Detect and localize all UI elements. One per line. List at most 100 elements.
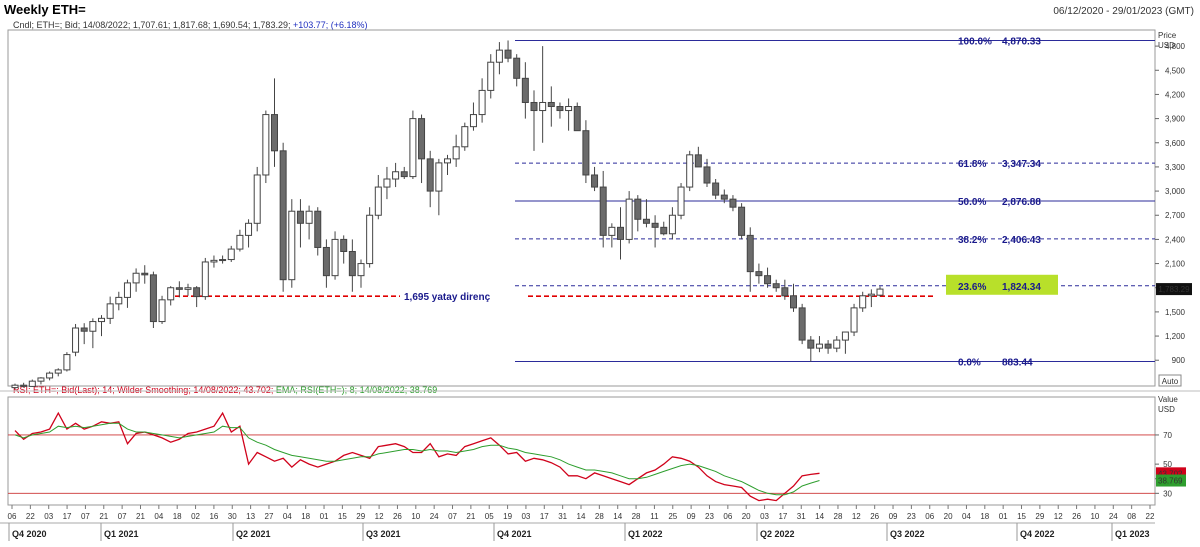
x-week-label: 23 xyxy=(907,512,916,521)
candle-up xyxy=(625,198,633,240)
candle xyxy=(89,318,97,349)
candle-down xyxy=(149,274,157,323)
price-tick-label: 2,400 xyxy=(1165,235,1186,244)
candle xyxy=(37,377,45,385)
candle-up xyxy=(184,287,192,290)
candle-up xyxy=(210,259,218,263)
x-week-label: 06 xyxy=(723,512,732,521)
candle xyxy=(141,265,149,284)
candle-down xyxy=(279,150,287,281)
x-week-label: 02 xyxy=(191,512,200,521)
rsi-axis-title: Value xyxy=(1158,395,1178,404)
candle-up xyxy=(63,354,71,371)
candle-up xyxy=(158,299,166,323)
candle-down xyxy=(314,210,322,248)
candle-down xyxy=(729,198,737,208)
candle xyxy=(565,98,573,131)
candle-up xyxy=(677,186,685,216)
x-week-label: 20 xyxy=(742,512,751,521)
candle-down xyxy=(642,218,650,224)
x-week-label: 06 xyxy=(8,512,17,521)
ema-legend-text: EMA; RSI(ETH=); 8; 14/08/2022; 38.769 xyxy=(275,385,438,395)
x-week-label: 03 xyxy=(521,512,530,521)
candle xyxy=(651,215,659,248)
x-week-label: 20 xyxy=(944,512,953,521)
candle xyxy=(106,296,114,324)
x-week-label: 14 xyxy=(613,512,622,521)
x-week-label: 16 xyxy=(209,512,218,521)
price-tick-label: 3,900 xyxy=(1165,115,1186,124)
x-week-label: 14 xyxy=(815,512,824,521)
candle xyxy=(790,283,797,312)
fib-value-2: 2,876.88 xyxy=(1002,197,1041,208)
candle-down xyxy=(824,343,832,349)
candle xyxy=(807,336,815,362)
x-week-label: 06 xyxy=(925,512,934,521)
candle xyxy=(772,279,780,292)
candle-up xyxy=(686,154,694,188)
candle xyxy=(591,166,599,192)
x-week-label: 09 xyxy=(687,512,696,521)
candle xyxy=(694,146,702,168)
candle xyxy=(521,62,529,119)
x-week-label: 04 xyxy=(154,512,163,521)
candle-up xyxy=(132,272,140,284)
candle-up xyxy=(54,369,62,374)
candle-up xyxy=(815,343,823,349)
candle-up xyxy=(227,248,235,261)
candle xyxy=(158,295,166,324)
candle-up xyxy=(859,295,867,309)
candle-down xyxy=(296,210,304,224)
candle xyxy=(478,78,486,123)
x-quarter-label: Q4 2020 xyxy=(12,529,47,539)
x-week-label: 17 xyxy=(540,512,549,521)
candle xyxy=(608,223,616,248)
x-week-label: 12 xyxy=(375,512,384,521)
x-week-label: 22 xyxy=(26,512,35,521)
candle xyxy=(374,174,382,220)
x-week-label: 24 xyxy=(430,512,439,521)
rsi-panel-frame xyxy=(7,396,1156,506)
x-week-label: 12 xyxy=(1054,512,1063,521)
candle xyxy=(487,54,495,99)
candle xyxy=(426,150,434,208)
candle xyxy=(452,134,460,167)
candle xyxy=(660,221,668,236)
candle xyxy=(20,382,28,388)
x-week-label: 18 xyxy=(980,512,989,521)
candle-down xyxy=(746,234,754,273)
candle-up xyxy=(201,261,209,298)
candle-up xyxy=(876,288,884,296)
x-week-label: 23 xyxy=(705,512,714,521)
candle xyxy=(149,271,157,329)
candle xyxy=(444,154,451,175)
candle xyxy=(72,323,80,357)
candle-down xyxy=(530,101,538,112)
candle xyxy=(46,371,54,381)
candle xyxy=(556,102,564,119)
x-week-label: 24 xyxy=(1109,512,1118,521)
x-week-label: 01 xyxy=(999,512,1008,521)
candle xyxy=(513,54,521,87)
candle-up xyxy=(331,238,339,277)
candle-up xyxy=(366,214,374,265)
candle xyxy=(599,170,607,248)
candle xyxy=(305,205,313,240)
candle-up xyxy=(833,339,841,349)
price-auto-label: Auto xyxy=(1162,377,1179,386)
candle xyxy=(642,199,650,228)
candle-down xyxy=(703,166,711,184)
candle xyxy=(227,245,235,262)
x-week-label: 18 xyxy=(173,512,182,521)
price-axis-unit: USD xyxy=(1158,41,1175,50)
fib-pct-2: 50.0% xyxy=(958,197,986,208)
candle-down xyxy=(573,106,581,132)
candle-down xyxy=(175,287,183,290)
candle-up xyxy=(262,114,270,176)
candle-up xyxy=(11,384,19,389)
candle-up xyxy=(452,146,460,160)
candle-up xyxy=(444,158,451,164)
date-range: 06/12/2020 - 29/01/2023 (GMT) xyxy=(1053,6,1194,17)
candle xyxy=(392,162,400,188)
